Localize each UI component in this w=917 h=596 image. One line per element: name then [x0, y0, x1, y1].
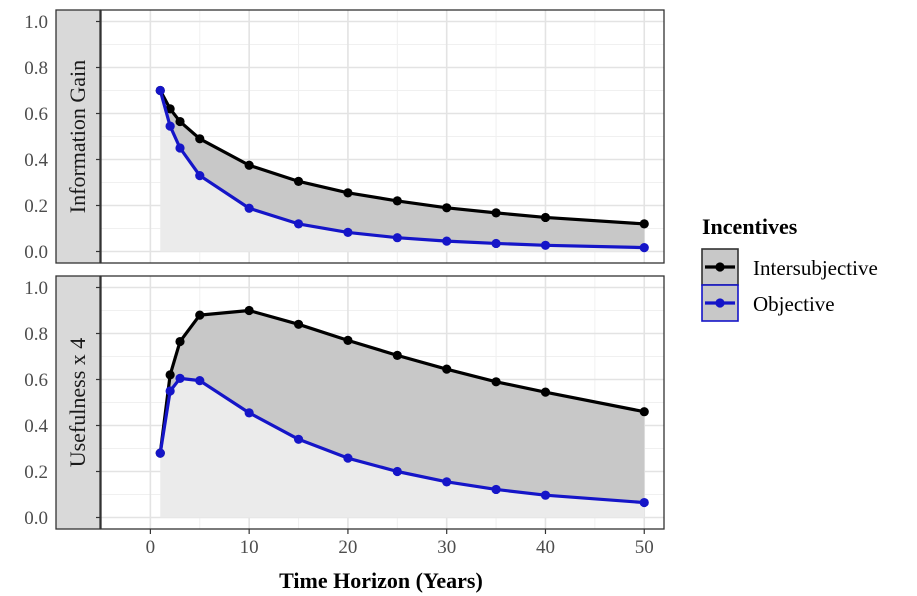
- y-tick-label: 0.0: [24, 242, 48, 263]
- data-point-intersubjective: [195, 134, 205, 144]
- legend-key-point: [715, 262, 725, 272]
- panel-1: Usefulness x 4 0.0 0.2 0.4 0.6 0.8 1.0 0 10 20 30 4…: [24, 275, 665, 558]
- y-tick-label: 0.2: [24, 196, 48, 217]
- strip-label: Usefulness x 4: [65, 338, 90, 468]
- x-tick-label: 10: [240, 537, 259, 558]
- y-tick-label: 0.6: [24, 370, 48, 391]
- data-point-intersubjective: [195, 310, 205, 320]
- data-point-intersubjective: [442, 203, 452, 213]
- y-tick-label: 0.4: [24, 416, 48, 437]
- x-tick-label: 30: [437, 537, 456, 558]
- y-tick-label: 0.8: [24, 58, 48, 79]
- data-point-intersubjective: [540, 387, 551, 397]
- data-point-intersubjective: [392, 196, 402, 206]
- y-tick-label: 1.0: [24, 12, 48, 33]
- panel-border: [100, 9, 665, 264]
- data-point-intersubjective: [343, 188, 353, 198]
- legend-key-point: [715, 298, 725, 308]
- legend-title: Incentives: [702, 214, 798, 239]
- data-point-objective: [442, 477, 452, 487]
- data-point-intersubjective: [392, 350, 402, 360]
- x-tick-label: 40: [536, 537, 555, 558]
- data-point-intersubjective: [639, 219, 649, 229]
- data-point-intersubjective: [165, 104, 175, 114]
- legend-label: Objective: [753, 292, 835, 316]
- data-point-objective: [491, 484, 501, 495]
- legend-label: Intersubjective: [753, 256, 878, 280]
- data-point-intersubjective: [639, 407, 649, 417]
- strip: [55, 9, 101, 264]
- data-point-objective: [639, 242, 649, 253]
- data-point-objective: [491, 238, 501, 249]
- y-tick-label: 0.8: [24, 324, 48, 345]
- data-point-intersubjective: [540, 212, 551, 223]
- data-point-intersubjective: [175, 336, 185, 347]
- data-point-objective: [293, 219, 304, 229]
- data-point-objective: [195, 376, 205, 386]
- data-point-intersubjective: [491, 377, 501, 387]
- data-point-intersubjective: [244, 305, 254, 316]
- data-point-objective: [343, 227, 353, 238]
- data-point-objective: [165, 386, 175, 396]
- data-point-objective: [244, 408, 254, 418]
- strip-label: Information Gain: [65, 60, 90, 213]
- data-point-objective: [244, 203, 254, 213]
- panel-border: [100, 275, 665, 530]
- data-point-intersubjective: [165, 370, 175, 380]
- data-point-objective: [442, 236, 452, 246]
- data-point-objective: [540, 240, 551, 250]
- data-point-objective: [392, 233, 402, 243]
- data-point-objective: [175, 143, 185, 153]
- data-point-objective: [175, 373, 185, 383]
- data-point-intersubjective: [442, 364, 452, 374]
- x-tick-label: 0: [146, 537, 156, 558]
- x-axis-title: Time Horizon (Years): [279, 568, 483, 593]
- data-point-objective: [392, 466, 402, 477]
- data-point-objective: [343, 453, 353, 463]
- y-tick-label: 0.6: [24, 104, 48, 125]
- y-tick-label: 0.2: [24, 462, 48, 483]
- y-tick-label: 0.4: [24, 150, 48, 171]
- y-tick-label: 1.0: [24, 278, 48, 299]
- data-point-objective: [639, 497, 649, 508]
- data-point-objective: [540, 490, 551, 500]
- area-below-objective: [160, 90, 645, 252]
- data-point-intersubjective: [175, 116, 185, 127]
- data-point-objective: [155, 448, 165, 458]
- strip: [55, 275, 101, 530]
- legend: Incentives Intersubjective Objective: [701, 214, 878, 322]
- data-point-intersubjective: [293, 319, 304, 329]
- data-point-objective: [165, 121, 175, 131]
- series-line-intersubjective: [158, 308, 645, 454]
- data-point-objective: [155, 85, 165, 96]
- y-tick-label: 0.0: [24, 508, 48, 529]
- area-between-series: [160, 90, 645, 248]
- data-point-intersubjective: [343, 335, 353, 345]
- data-point-intersubjective: [293, 176, 304, 186]
- x-tick-label: 50: [635, 537, 654, 558]
- data-point-objective: [195, 171, 205, 181]
- area-between-series: [160, 310, 645, 503]
- legend-item-objective: Objective: [701, 284, 835, 322]
- data-point-objective: [293, 434, 304, 444]
- data-point-intersubjective: [491, 208, 501, 218]
- x-tick-label: 20: [338, 537, 357, 558]
- data-point-intersubjective: [244, 160, 254, 170]
- area-below-objective: [160, 378, 645, 518]
- legend-item-intersubjective: Intersubjective: [701, 248, 878, 286]
- panel-0: Information Gain 0.0 0.2 0.4 0.6 0.8 1.0: [24, 9, 665, 264]
